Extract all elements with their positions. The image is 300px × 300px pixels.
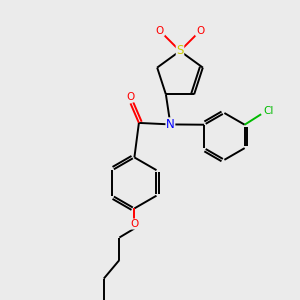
Text: O: O (130, 219, 139, 229)
Text: O: O (156, 26, 164, 36)
Text: O: O (126, 92, 135, 102)
Text: S: S (176, 44, 184, 58)
Text: Cl: Cl (263, 106, 274, 116)
Text: N: N (166, 118, 175, 131)
Text: O: O (196, 26, 204, 36)
